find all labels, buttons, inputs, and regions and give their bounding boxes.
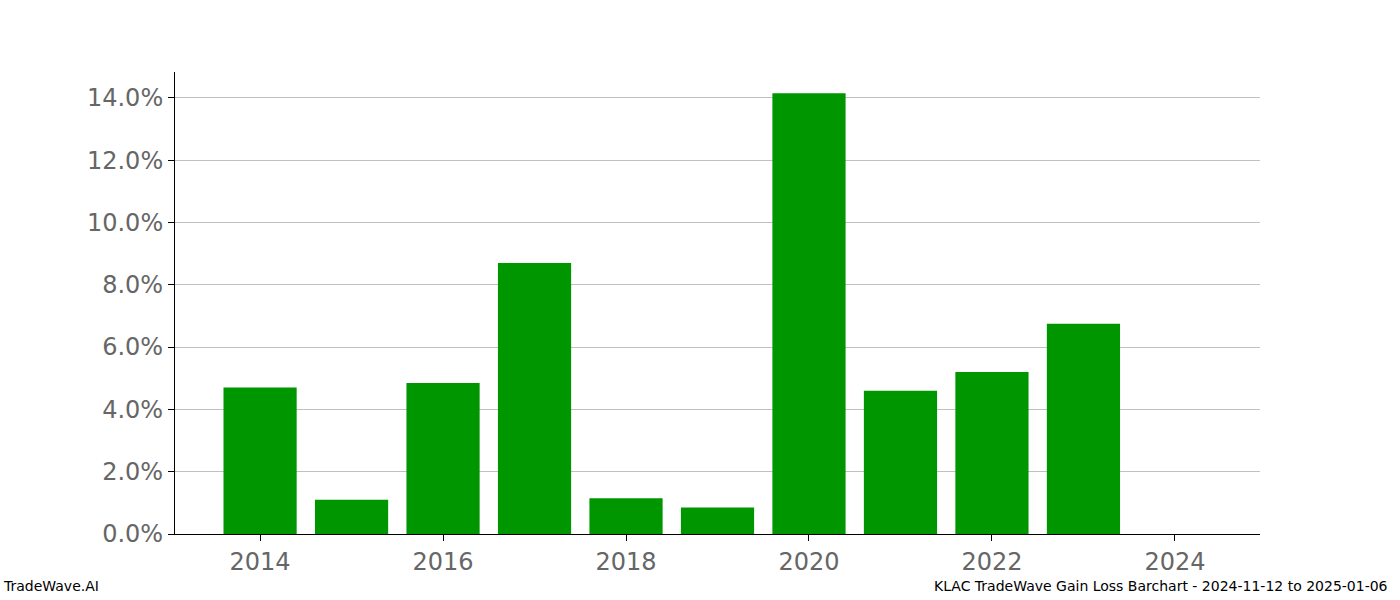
svg-text:10.0%: 10.0%: [87, 209, 163, 237]
svg-text:2018: 2018: [595, 548, 656, 576]
svg-text:KLAC TradeWave Gain Loss Barch: KLAC TradeWave Gain Loss Barchart - 2024…: [934, 578, 1388, 594]
svg-text:2022: 2022: [961, 548, 1022, 576]
svg-text:TradeWave.AI: TradeWave.AI: [3, 578, 99, 594]
svg-text:14.0%: 14.0%: [87, 84, 163, 112]
svg-text:0.0%: 0.0%: [102, 520, 163, 548]
svg-text:2020: 2020: [778, 548, 839, 576]
svg-text:6.0%: 6.0%: [102, 333, 163, 361]
svg-text:2014: 2014: [230, 548, 291, 576]
svg-text:4.0%: 4.0%: [102, 396, 163, 424]
svg-text:12.0%: 12.0%: [87, 147, 163, 175]
svg-text:2.0%: 2.0%: [102, 458, 163, 486]
svg-text:2016: 2016: [413, 548, 474, 576]
svg-text:8.0%: 8.0%: [102, 271, 163, 299]
svg-text:2024: 2024: [1144, 548, 1205, 576]
